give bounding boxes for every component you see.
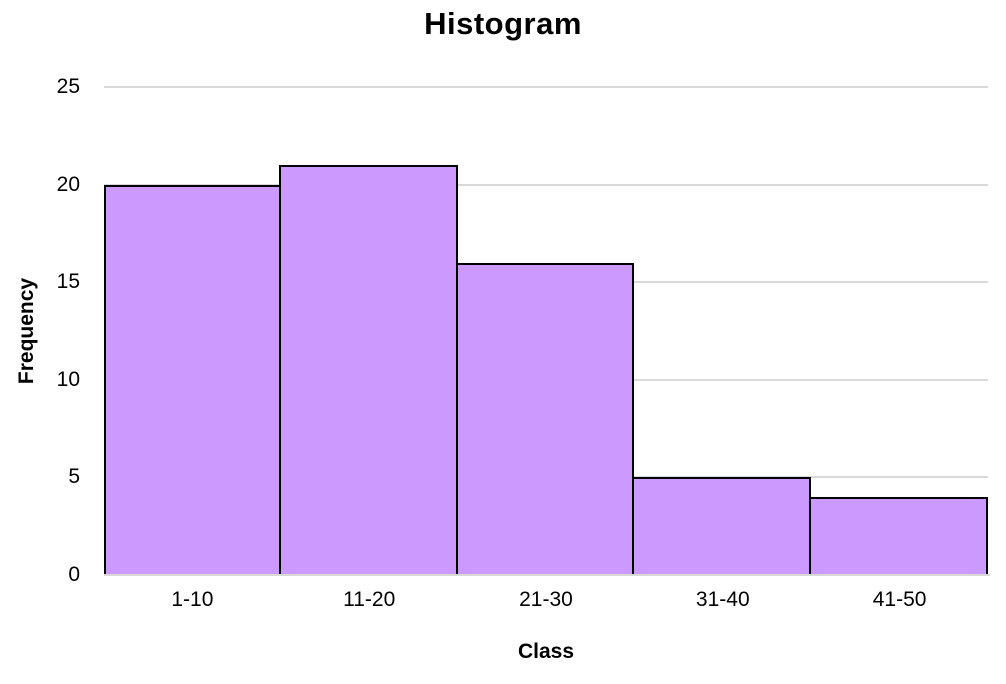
x-axis-title: Class: [517, 640, 575, 663]
y-tick-label-25: 25: [56, 75, 80, 98]
y-tick-label-10: 10: [56, 367, 80, 391]
x-tick-label-31-40: 31-40: [695, 588, 750, 611]
gridline-y-20: [104, 183, 988, 186]
bar-11-20: [278, 165, 458, 575]
x-axis-tick-labels: 1-10 11-20 21-30 31-40 41-50: [104, 588, 988, 616]
x-tick-label-1-10: 1-10: [171, 588, 214, 611]
y-axis-tick-labels: 0 5 10 15 20 25: [0, 76, 80, 586]
chart-title: Histogram: [424, 6, 582, 41]
y-tick-label-15: 15: [56, 270, 80, 294]
bar-41-50: [809, 497, 988, 575]
x-tick-label-21-30: 21-30: [519, 588, 573, 611]
bar-31-40: [632, 477, 812, 575]
gridline-y-25: [104, 86, 988, 88]
bar-21-30: [455, 263, 635, 575]
plot-area: [104, 86, 988, 575]
x-axis-line: [104, 574, 990, 576]
x-tick-label-11-20: 11-20: [343, 588, 396, 611]
bar-1-10: [104, 185, 281, 575]
y-tick-label-20: 20: [56, 172, 80, 196]
y-tick-label-0: 0: [68, 563, 80, 586]
x-tick-label-41-50: 41-50: [872, 588, 927, 611]
y-tick-label-5: 5: [68, 465, 80, 489]
